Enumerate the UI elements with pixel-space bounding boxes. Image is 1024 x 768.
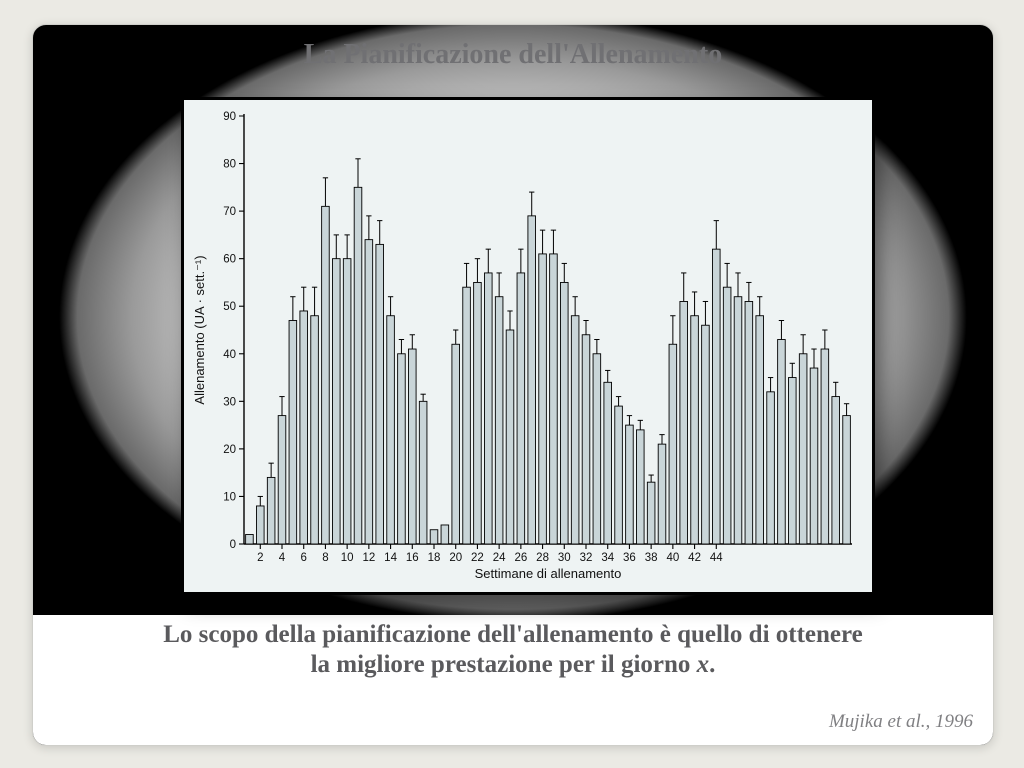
svg-text:14: 14 — [384, 552, 397, 564]
svg-text:0: 0 — [230, 539, 236, 551]
svg-text:2: 2 — [257, 552, 263, 564]
svg-text:50: 50 — [223, 301, 236, 313]
bar-chart: 0102030405060708090246810121416182022242… — [184, 100, 872, 592]
caption-line-2: la migliore prestazione per il giorno x. — [33, 651, 993, 679]
svg-text:18: 18 — [428, 552, 441, 564]
citation: Mujika et al., 1996 — [829, 711, 973, 733]
svg-text:30: 30 — [223, 396, 236, 408]
svg-text:36: 36 — [623, 552, 636, 564]
slide-frame: La Pianificazione dell'Allenamento 0 10 20… — [32, 24, 994, 746]
svg-text:Allenamento (UA · sett.⁻¹): Allenamento (UA · sett.⁻¹) — [192, 255, 207, 404]
svg-text:8: 8 — [322, 552, 328, 564]
svg-text:42: 42 — [688, 552, 701, 564]
caption-line-2a: la migliore prestazione per il giorno — [311, 651, 697, 678]
caption-line-1: Lo scopo della pianificazione dell'allen… — [33, 621, 993, 649]
chart-container: 0102030405060708090246810121416182022242… — [181, 97, 875, 595]
svg-text:24: 24 — [493, 552, 506, 564]
svg-text:22: 22 — [471, 552, 484, 564]
svg-text:60: 60 — [223, 254, 236, 266]
svg-text:90: 90 — [223, 111, 236, 123]
svg-text:10: 10 — [341, 552, 354, 564]
svg-text:10: 10 — [223, 491, 236, 503]
slide-title: La Pianificazione dell'Allenamento — [33, 39, 993, 71]
svg-text:44: 44 — [710, 552, 723, 564]
caption-line-2c: . — [709, 651, 715, 678]
svg-text:70: 70 — [223, 206, 236, 218]
svg-text:40: 40 — [223, 349, 236, 361]
svg-text:Settimane di allenamento: Settimane di allenamento — [475, 566, 622, 581]
svg-text:26: 26 — [514, 552, 527, 564]
svg-text:38: 38 — [645, 552, 658, 564]
svg-text:32: 32 — [580, 552, 593, 564]
svg-text:80: 80 — [223, 159, 236, 171]
svg-text:12: 12 — [362, 552, 375, 564]
svg-text:40: 40 — [666, 552, 679, 564]
svg-text:20: 20 — [223, 444, 236, 456]
svg-text:30: 30 — [558, 552, 571, 564]
svg-text:6: 6 — [301, 552, 307, 564]
svg-text:34: 34 — [601, 552, 614, 564]
svg-text:16: 16 — [406, 552, 419, 564]
svg-text:4: 4 — [279, 552, 286, 564]
svg-text:28: 28 — [536, 552, 549, 564]
caption-variable-x: x — [697, 651, 710, 678]
svg-text:20: 20 — [449, 552, 462, 564]
